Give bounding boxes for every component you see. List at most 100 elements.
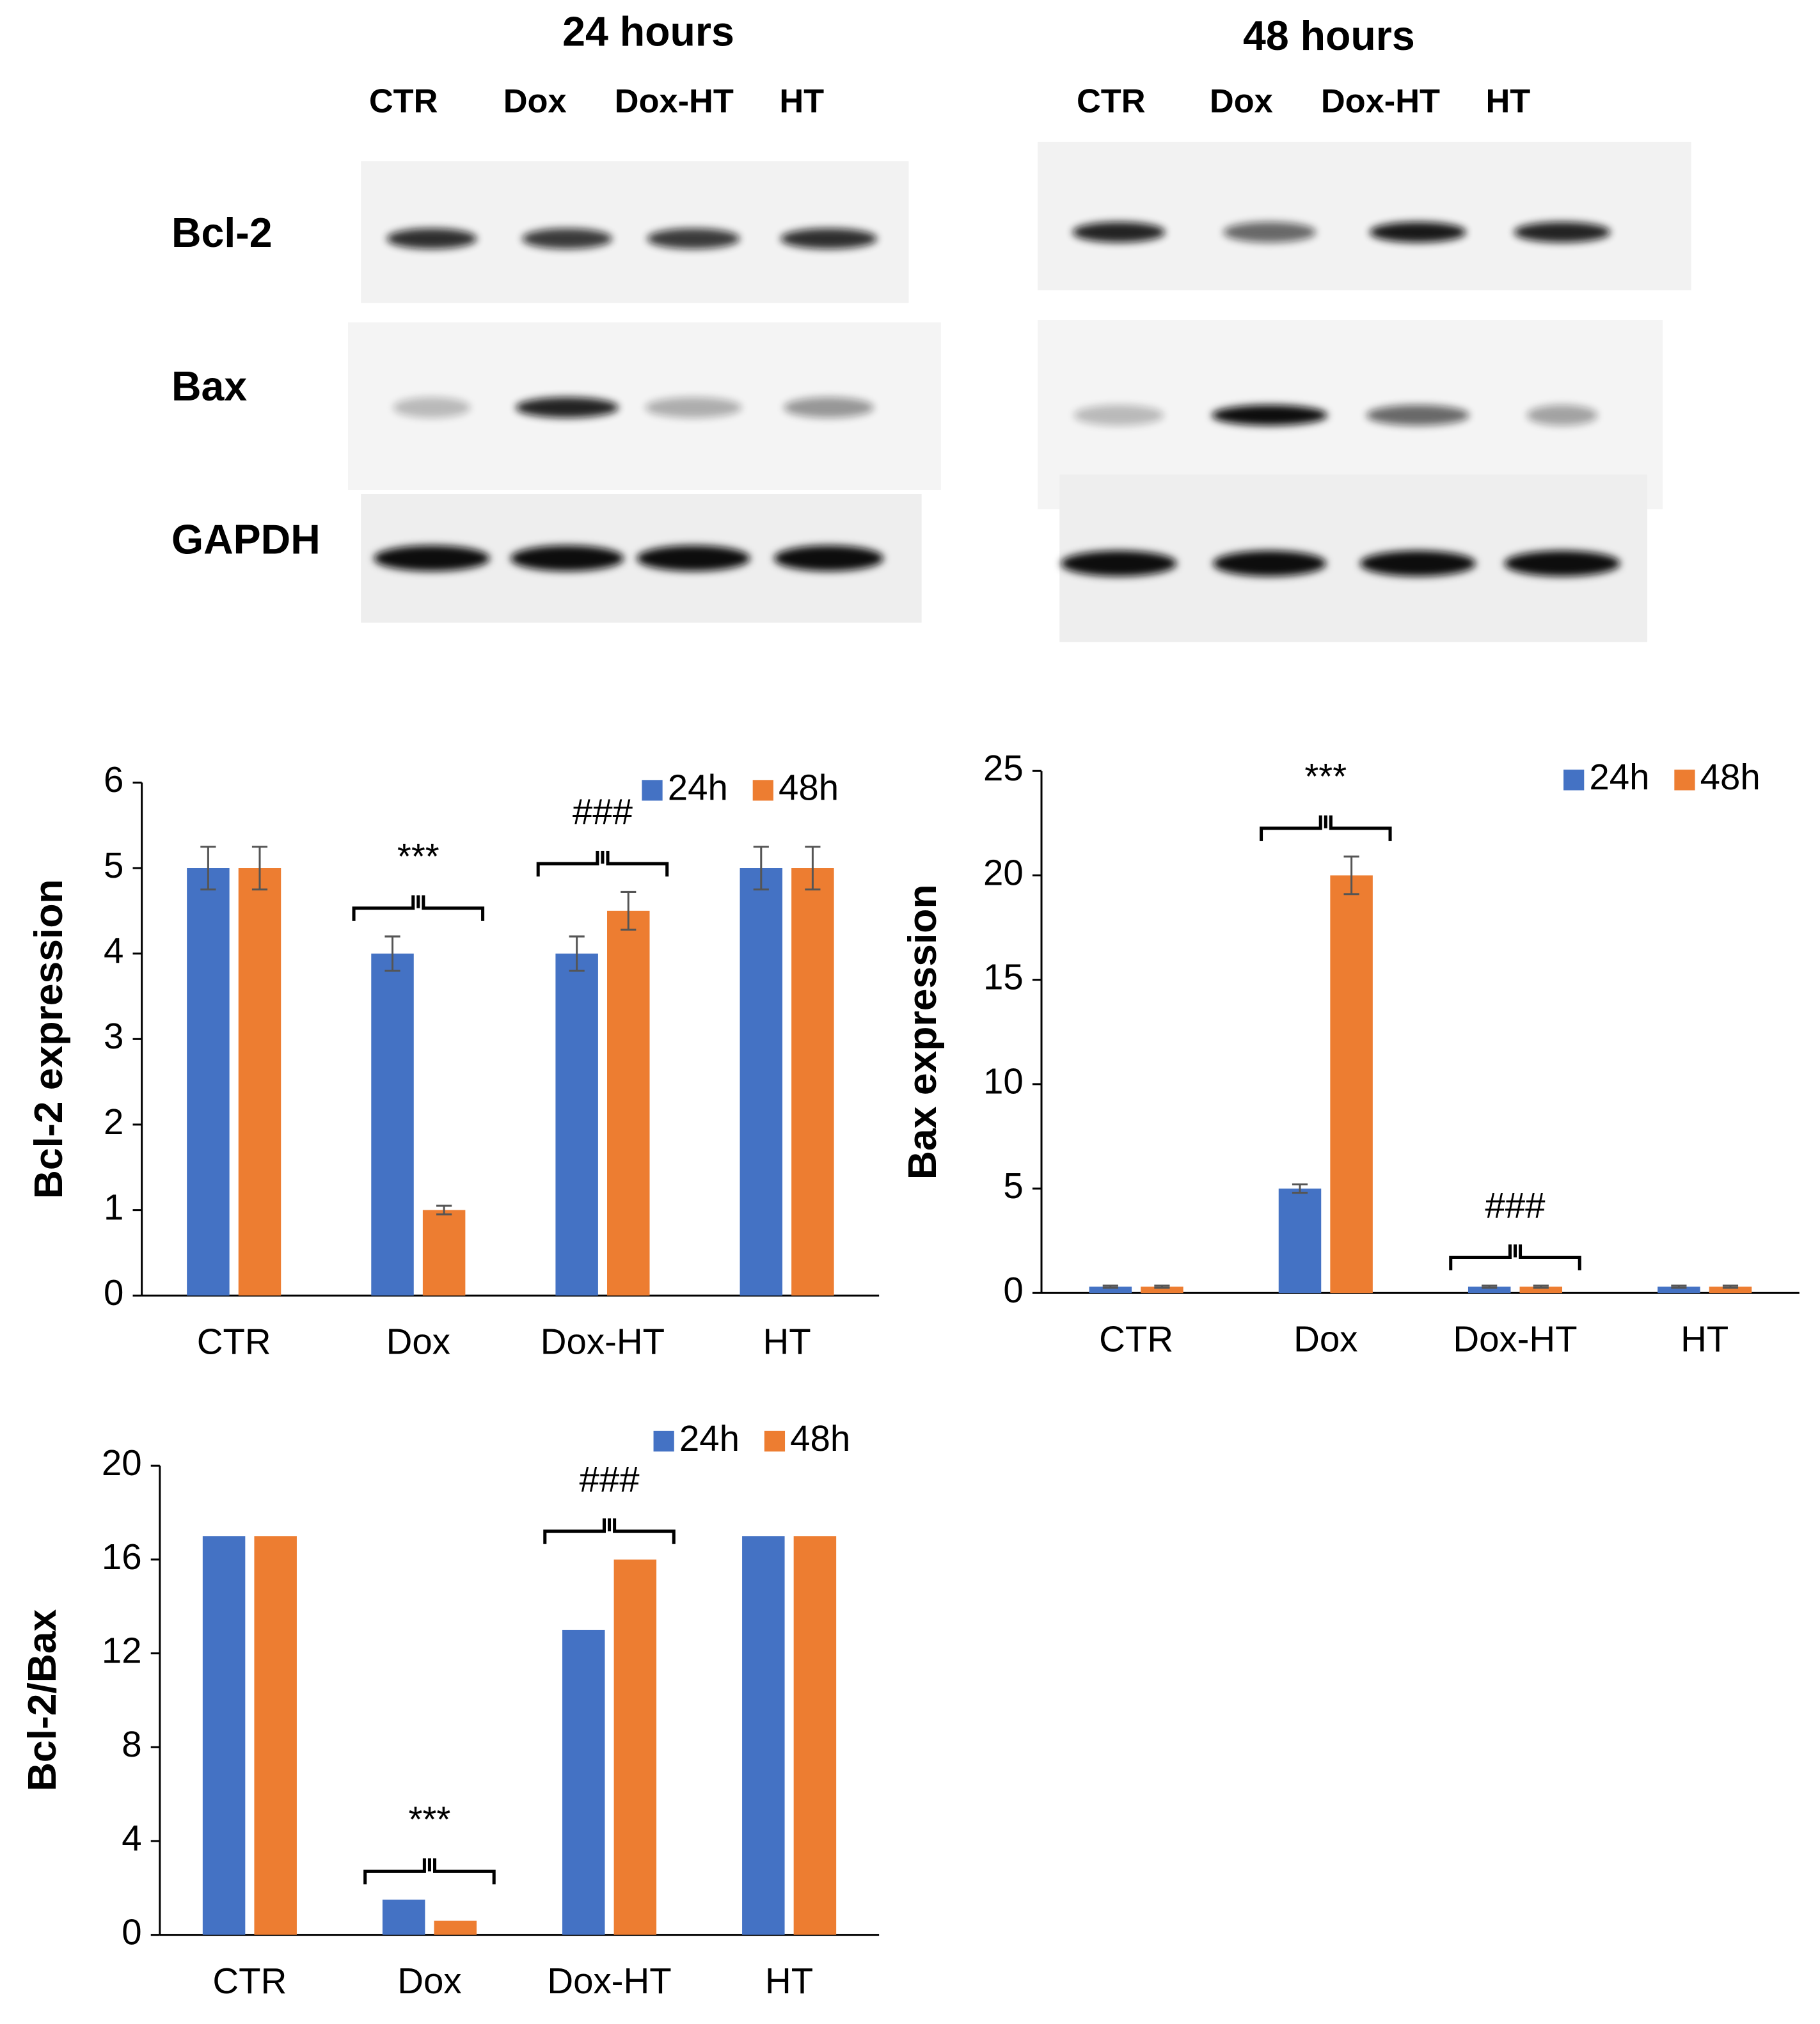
x-tick-label: CTR [212, 1961, 287, 2001]
bar [1141, 1286, 1183, 1293]
legend-swatch [752, 780, 773, 801]
bar [555, 953, 598, 1296]
significance-bracket [1260, 815, 1392, 841]
error-bar [1102, 1285, 1118, 1289]
x-tick-label: HT [763, 1322, 811, 1362]
bar [1658, 1286, 1700, 1293]
y-tick-label: 4 [122, 1818, 141, 1858]
y-axis-label: Bcl-2/Bax [20, 1609, 65, 1791]
bar [202, 1536, 246, 1935]
blot-band [1073, 404, 1164, 426]
y-tick-label: 8 [122, 1724, 141, 1764]
x-tick-label: CTR [1099, 1319, 1173, 1359]
blot-row-label: Bax [171, 363, 247, 409]
legend-swatch [642, 780, 663, 801]
bar [1089, 1286, 1132, 1293]
legend-label: 24h [1589, 757, 1649, 797]
error-bar [1482, 1285, 1498, 1289]
significance-mark: ### [573, 791, 633, 832]
bar [422, 1210, 466, 1296]
significance-bracket [536, 850, 669, 877]
significance-mark: *** [1304, 756, 1347, 796]
bar [562, 1629, 605, 1935]
bar [371, 953, 414, 1296]
y-tick-label: 3 [104, 1016, 123, 1056]
y-tick-label: 16 [102, 1537, 142, 1577]
blot-band [1211, 404, 1328, 426]
y-tick-label: 20 [983, 852, 1024, 892]
error-bar [569, 935, 585, 972]
x-tick-label: Dox [386, 1322, 450, 1362]
lane-label: CTR [369, 83, 438, 120]
blot-band [784, 397, 874, 418]
error-bar [200, 846, 216, 890]
error-bar [1533, 1285, 1549, 1289]
legend-swatch [1563, 770, 1585, 791]
error-bar [1292, 1183, 1308, 1194]
blot-row-label: Bcl-2 [171, 210, 273, 256]
y-tick-label: 15 [983, 957, 1024, 997]
blot-band [1359, 550, 1476, 576]
bar [238, 868, 281, 1296]
error-bar [1343, 855, 1359, 896]
error-bar [1722, 1285, 1739, 1289]
blot-band [510, 545, 624, 571]
blot-panel [1037, 141, 1691, 290]
lane-label: Dox-HT [1321, 83, 1440, 120]
x-tick-label: Dox-HT [1453, 1319, 1577, 1359]
blot-band [645, 397, 742, 418]
blot-band [1514, 221, 1611, 243]
blot-title: 24 hours [562, 9, 734, 55]
y-tick-label: 12 [102, 1631, 142, 1671]
blot-band [386, 228, 477, 249]
blot-band [1061, 550, 1177, 576]
lane-label: HT [779, 83, 824, 120]
x-tick-label: CTR [197, 1322, 271, 1362]
blot-band [637, 545, 750, 571]
bar [382, 1899, 425, 1935]
bar [1330, 875, 1373, 1293]
x-tick-label: Dox-HT [547, 1961, 671, 2001]
significance-mark: *** [409, 1799, 451, 1840]
bar [254, 1536, 297, 1935]
significance-mark: ### [579, 1459, 640, 1499]
significance-bracket [352, 895, 485, 921]
y-tick-label: 5 [104, 845, 123, 885]
significance-mark: ### [1485, 1185, 1546, 1226]
y-tick-label: 6 [104, 759, 123, 800]
y-tick-label: 5 [1003, 1166, 1023, 1206]
blot-band [374, 545, 490, 571]
lane-label: CTR [1077, 83, 1146, 120]
blot-band [1212, 550, 1327, 576]
blot-band [1369, 221, 1466, 243]
x-tick-label: Dox [1294, 1319, 1357, 1359]
lane-label: Dox [503, 83, 567, 120]
significance-bracket [1449, 1244, 1581, 1270]
bar [1519, 1286, 1563, 1293]
blot-band [647, 228, 740, 249]
lane-label: Dox [1210, 83, 1273, 120]
x-tick-label: HT [765, 1961, 813, 2001]
lane-label: Dox-HT [615, 83, 734, 120]
bar [607, 910, 650, 1296]
x-tick-label: Dox [397, 1961, 461, 2001]
y-tick-label: 20 [102, 1443, 142, 1483]
y-tick-label: 4 [104, 931, 123, 971]
legend-label: 24h [679, 1418, 740, 1459]
error-bar [1671, 1285, 1687, 1289]
blot-title: 48 hours [1243, 13, 1415, 59]
blot-band [1504, 550, 1620, 576]
x-tick-label: Dox-HT [541, 1322, 665, 1362]
y-tick-label: 2 [104, 1102, 123, 1142]
blot-band [780, 228, 878, 249]
y-tick-label: 25 [983, 748, 1024, 788]
blot-band [1526, 404, 1598, 426]
bar [1709, 1286, 1752, 1293]
blot-band [522, 228, 613, 249]
y-tick-label: 0 [122, 1912, 141, 1952]
bar [613, 1559, 657, 1935]
y-tick-label: 0 [1003, 1270, 1023, 1310]
y-tick-label: 10 [983, 1061, 1024, 1102]
bar [791, 868, 834, 1296]
error-bar [436, 1205, 452, 1215]
